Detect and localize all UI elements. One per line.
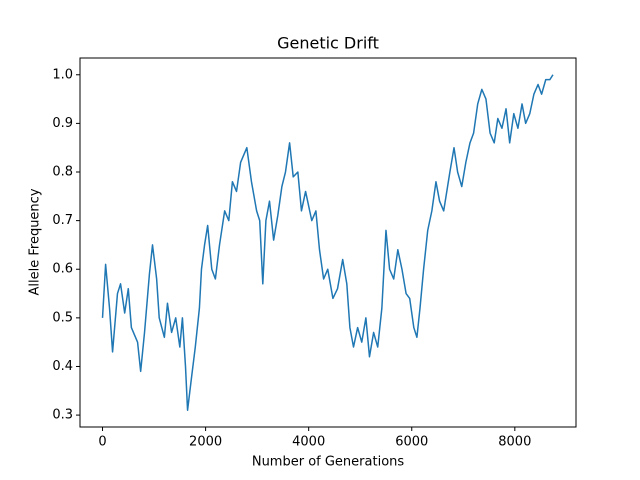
- y-tick-label: 0.8: [52, 165, 73, 180]
- chart-title: Genetic Drift: [277, 34, 379, 53]
- x-tick-label: 2000: [189, 435, 222, 450]
- y-tick-label: 0.7: [52, 213, 73, 228]
- y-tick-label: 1.0: [52, 67, 73, 82]
- x-tick-label: 8000: [498, 435, 531, 450]
- y-tick-label: 0.9: [52, 116, 73, 131]
- y-tick-label: 0.4: [52, 359, 73, 374]
- x-tick-label: 6000: [395, 435, 428, 450]
- data-line: [101, 74, 554, 411]
- axes-frame: [79, 57, 577, 428]
- x-tick-label: 4000: [292, 435, 325, 450]
- x-axis-label: Number of Generations: [252, 455, 405, 470]
- y-axis-label: Allele Frequency: [28, 188, 43, 295]
- y-tick-label: 0.3: [52, 408, 73, 423]
- y-tick-label: 0.5: [52, 310, 73, 325]
- x-tick-label: 0: [98, 435, 106, 450]
- y-tick-label: 0.6: [52, 262, 73, 277]
